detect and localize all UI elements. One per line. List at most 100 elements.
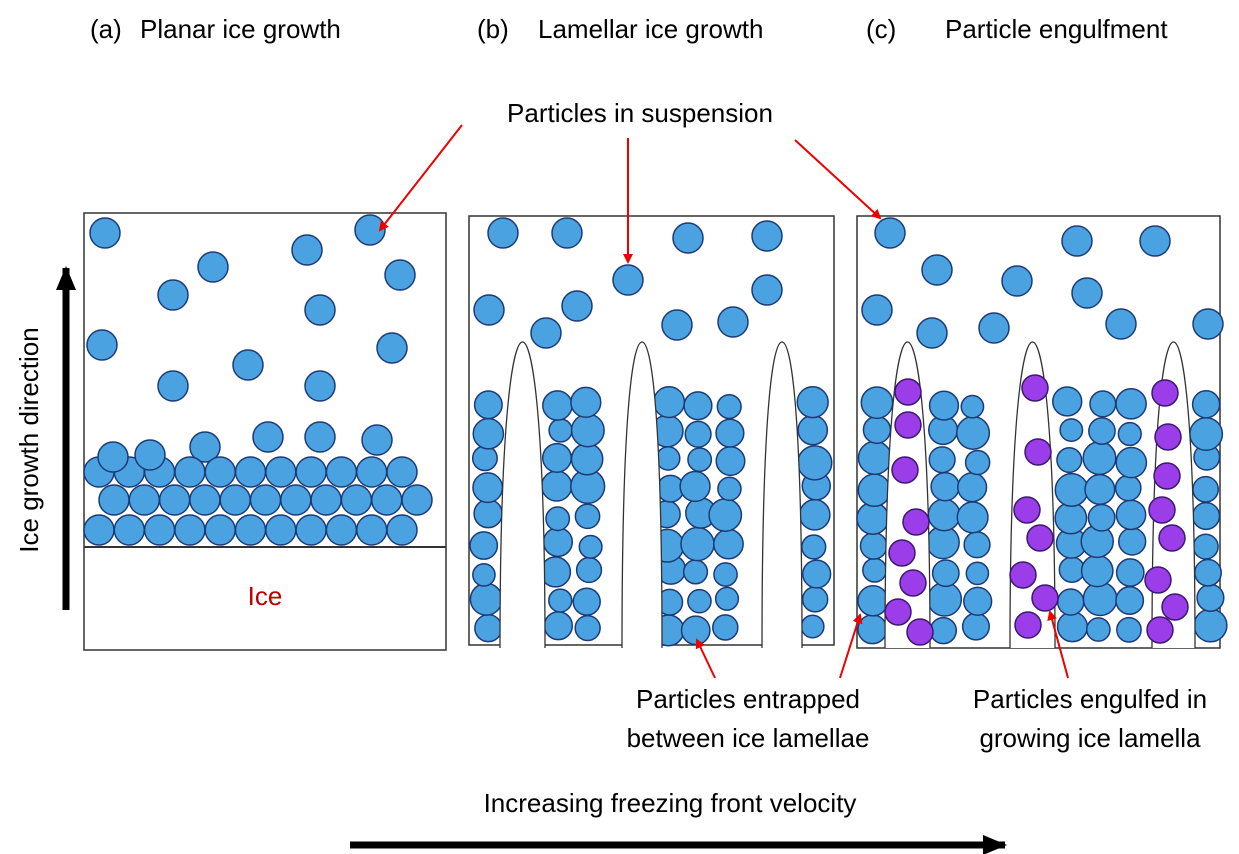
particle (1014, 611, 1042, 639)
pointer-arrow (378, 124, 463, 232)
annotation: between ice lamellae (627, 723, 870, 753)
particle (906, 618, 934, 646)
particle (83, 514, 115, 546)
particle (680, 615, 711, 646)
particle (158, 484, 191, 516)
particle (376, 332, 408, 364)
particle (796, 385, 829, 419)
particle (471, 445, 498, 472)
particle (800, 614, 825, 639)
particle (927, 498, 961, 532)
particle (929, 616, 958, 645)
particle (1115, 499, 1147, 531)
particle (857, 614, 888, 645)
particle (157, 370, 189, 402)
ice-lamella (761, 341, 803, 649)
particle (189, 484, 221, 516)
particle (802, 559, 832, 589)
particle (174, 514, 206, 546)
particle (862, 415, 892, 445)
particle (310, 484, 342, 516)
particle (1117, 421, 1142, 447)
particle (1054, 501, 1088, 535)
particle (1058, 556, 1086, 583)
particle (232, 349, 264, 381)
particle (570, 386, 602, 419)
particle (1158, 524, 1186, 552)
particle (928, 446, 956, 474)
particle (280, 484, 312, 516)
pointer-arrow (839, 613, 863, 679)
particle (751, 220, 783, 252)
particle (355, 456, 388, 488)
particle (856, 501, 890, 535)
particle (672, 222, 704, 254)
particle (1139, 225, 1171, 257)
particle (1056, 446, 1083, 474)
particle (291, 234, 323, 266)
particle (801, 534, 827, 560)
particle (219, 484, 251, 516)
particle (859, 531, 888, 560)
particle (265, 456, 297, 488)
pointer-arrow (695, 638, 716, 679)
particle (545, 506, 571, 532)
particle (543, 611, 574, 641)
particle (956, 501, 989, 534)
particle (801, 586, 829, 613)
particle (472, 417, 505, 450)
particle (473, 498, 503, 529)
particle (474, 613, 503, 643)
annotation: growing ice lamella (979, 723, 1201, 753)
particle (1056, 611, 1089, 643)
particle (1105, 308, 1137, 340)
panel-title: Planar ice growth (140, 14, 341, 44)
particle (1013, 496, 1041, 524)
particle (304, 294, 336, 326)
particle (361, 424, 393, 456)
particle (713, 562, 738, 587)
particle (469, 531, 499, 560)
particle (1161, 593, 1189, 621)
particle (189, 431, 221, 463)
particle (487, 217, 519, 249)
particle (902, 508, 930, 536)
particle (1116, 616, 1142, 643)
particle (325, 456, 358, 488)
particle (204, 514, 236, 546)
particle (1191, 390, 1221, 419)
particle (89, 217, 121, 249)
particle (652, 385, 686, 419)
particle (798, 498, 831, 531)
particle (680, 526, 715, 562)
particle (541, 442, 573, 473)
particle (575, 556, 603, 584)
particle (1148, 496, 1176, 524)
particle (679, 470, 711, 503)
particle (234, 514, 267, 546)
particle (661, 309, 693, 341)
particle (857, 440, 893, 476)
particle (1056, 588, 1085, 616)
particle (252, 421, 284, 453)
particle (1192, 533, 1219, 560)
particle (713, 528, 744, 560)
particle (574, 503, 601, 530)
particle (249, 484, 282, 516)
particle (340, 484, 373, 516)
particle (655, 446, 681, 471)
ice-lamella (621, 341, 663, 649)
particle (888, 539, 916, 567)
particle (574, 614, 601, 642)
particle (1192, 475, 1220, 503)
particle (1088, 417, 1116, 445)
particle (1191, 501, 1221, 531)
particle (716, 393, 742, 420)
particle (916, 317, 948, 349)
particle (928, 390, 960, 421)
particle (687, 447, 713, 473)
particle (708, 498, 743, 532)
particle (265, 514, 297, 546)
pointer-arrow (794, 139, 882, 220)
